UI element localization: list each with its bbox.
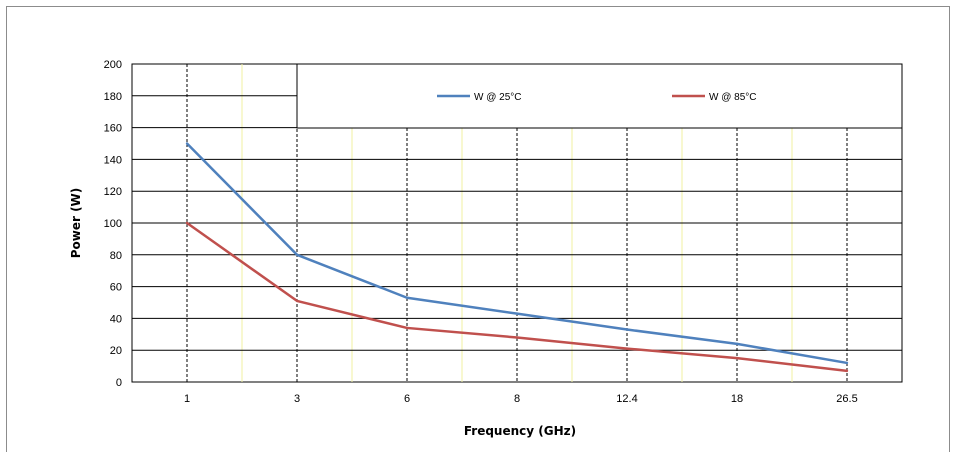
y-tick-label: 20 — [110, 345, 122, 357]
x-tick-label: 12.4 — [616, 393, 637, 405]
data-point — [735, 356, 739, 360]
data-point — [405, 296, 409, 299]
x-tick-label: 26.5 — [836, 393, 857, 405]
x-tick-label: 8 — [514, 393, 520, 405]
y-tick-label: 180 — [104, 91, 122, 103]
y-axis-title: Power (W) — [69, 188, 83, 259]
data-point — [625, 328, 629, 331]
chart-frame — [6, 6, 950, 452]
x-tick-label: 18 — [731, 393, 743, 405]
y-tick-labels: 0 20 40 60 80 100 120 140 160 180 200 — [104, 59, 122, 389]
data-point — [625, 347, 629, 350]
x-axis-title: Frequency (GHz) — [464, 424, 576, 438]
y-tick-label: 160 — [104, 123, 122, 135]
y-tick-label: 120 — [104, 186, 122, 198]
legend-label-25c: W @ 25°C — [474, 92, 522, 103]
x-tick-label: 1 — [184, 393, 190, 405]
series-lines — [185, 142, 849, 373]
data-point — [735, 342, 739, 346]
x-tick-labels: 1 3 6 8 12.4 18 26.5 — [184, 393, 858, 405]
y-tick-label: 100 — [104, 218, 122, 230]
y-tick-label: 140 — [104, 154, 122, 166]
data-point — [185, 221, 189, 225]
y-tick-label: 0 — [116, 377, 122, 389]
major-gridlines — [132, 64, 902, 382]
data-point — [185, 142, 189, 145]
data-point — [295, 253, 299, 256]
data-point — [845, 361, 849, 365]
data-point — [295, 299, 299, 303]
y-tick-label: 80 — [110, 250, 122, 262]
y-tick-label: 200 — [104, 59, 122, 71]
data-point — [515, 312, 519, 315]
legend-label-85c: W @ 85°C — [709, 92, 757, 103]
legend: W @ 25°C W @ 85°C — [296, 63, 903, 129]
data-point — [405, 326, 409, 330]
x-tick-label: 6 — [404, 393, 410, 405]
x-tick-label: 3 — [294, 393, 300, 405]
y-tick-label: 40 — [110, 313, 122, 325]
legend-box — [296, 63, 903, 129]
y-tick-label: 60 — [110, 282, 122, 294]
data-point — [515, 336, 519, 339]
data-point — [845, 369, 849, 373]
